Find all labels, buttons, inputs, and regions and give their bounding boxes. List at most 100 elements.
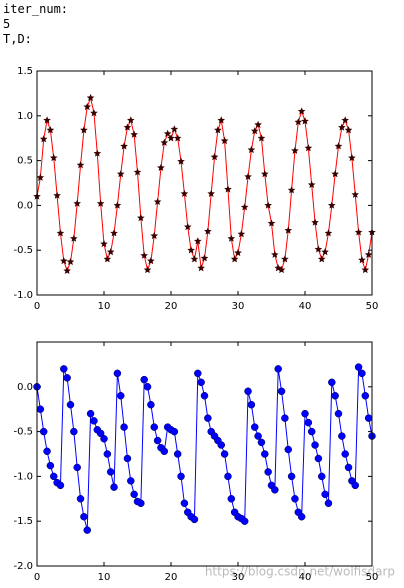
y-tick-label: -0.5 <box>13 245 33 256</box>
y-tick-label: 0.0 <box>17 200 33 211</box>
y-tick-label: -1.0 <box>13 471 33 482</box>
point-marker <box>287 472 296 481</box>
x-tick-label: 10 <box>98 572 111 583</box>
point-marker <box>321 247 329 256</box>
point-marker <box>324 499 333 508</box>
point-marker <box>137 499 145 508</box>
point-marker <box>36 173 45 181</box>
point-marker <box>120 142 128 150</box>
point-marker <box>173 134 182 142</box>
point-marker <box>177 157 185 165</box>
point-marker <box>153 436 162 445</box>
point-marker <box>80 512 88 521</box>
point-marker <box>140 375 148 384</box>
point-marker <box>317 255 326 263</box>
point-marker <box>324 229 333 237</box>
point-marker <box>100 435 108 443</box>
point-marker <box>53 191 61 199</box>
point-marker <box>354 363 363 371</box>
point-marker <box>351 481 359 490</box>
point-marker <box>321 490 329 499</box>
point-marker <box>76 495 85 503</box>
point-marker <box>50 472 58 481</box>
point-marker <box>43 116 51 124</box>
point-marker <box>130 490 138 499</box>
point-marker <box>271 250 279 258</box>
x-tick-label: 50 <box>366 301 379 312</box>
point-marker <box>264 468 272 476</box>
point-marker <box>294 118 303 126</box>
point-marker <box>271 486 279 494</box>
point-marker <box>86 409 95 418</box>
header-line: T,D: <box>3 32 32 46</box>
y-tick-label: 0.0 <box>17 382 33 393</box>
point-marker <box>116 170 125 178</box>
point-marker <box>257 438 266 447</box>
point-marker <box>46 461 55 470</box>
y-tick-label: -1.0 <box>13 290 33 301</box>
point-marker <box>63 266 71 275</box>
header-line: iter_num: <box>3 2 69 16</box>
point-marker <box>90 417 98 425</box>
point-marker <box>60 365 68 373</box>
point-marker <box>43 447 51 456</box>
point-marker <box>160 447 169 456</box>
point-marker <box>39 135 48 143</box>
point-marker <box>70 427 78 436</box>
point-marker <box>230 255 239 263</box>
point-marker <box>284 226 293 234</box>
point-marker <box>361 265 370 274</box>
point-marker <box>364 414 373 422</box>
point-marker <box>63 374 71 382</box>
point-marker <box>76 161 85 169</box>
x-tick-label: 50 <box>366 572 379 583</box>
point-marker <box>167 134 175 142</box>
point-marker <box>250 127 259 135</box>
point-marker <box>291 146 299 154</box>
point-marker <box>80 126 88 134</box>
point-marker <box>194 237 202 245</box>
point-marker <box>170 427 179 436</box>
point-marker <box>83 102 92 111</box>
y-tick-label: 1.0 <box>17 111 33 122</box>
plot-frame <box>36 341 373 567</box>
point-marker <box>210 153 219 161</box>
point-marker <box>244 172 252 180</box>
point-marker <box>311 441 319 449</box>
point-marker <box>110 229 118 237</box>
point-marker <box>217 116 226 124</box>
point-marker <box>358 369 366 378</box>
point-marker <box>143 265 152 274</box>
x-tick-label: 40 <box>299 301 312 312</box>
series-line <box>36 365 373 531</box>
point-marker <box>93 149 102 157</box>
x-tick-label: 0 <box>34 301 40 312</box>
point-marker <box>277 265 286 274</box>
point-marker <box>348 153 356 162</box>
point-marker <box>123 454 132 463</box>
point-marker <box>297 107 306 115</box>
point-marker <box>200 254 209 262</box>
point-marker <box>110 483 118 491</box>
series-line <box>36 96 373 273</box>
point-marker <box>331 392 339 400</box>
x-tick-label: 30 <box>232 572 245 583</box>
point-marker <box>311 218 319 226</box>
point-marker <box>344 126 353 134</box>
point-marker <box>120 423 128 431</box>
point-marker <box>240 203 249 211</box>
point-marker <box>56 229 65 237</box>
point-marker <box>281 255 289 263</box>
point-marker <box>113 369 122 378</box>
point-marker <box>190 515 199 524</box>
point-marker <box>338 432 346 440</box>
point-marker <box>39 427 48 436</box>
point-marker <box>70 234 78 242</box>
point-marker <box>147 400 155 409</box>
point-marker <box>153 197 162 206</box>
point-marker <box>204 414 212 422</box>
point-marker <box>83 526 91 534</box>
point-marker <box>274 365 282 373</box>
y-tick-label: -2.0 <box>13 561 33 572</box>
